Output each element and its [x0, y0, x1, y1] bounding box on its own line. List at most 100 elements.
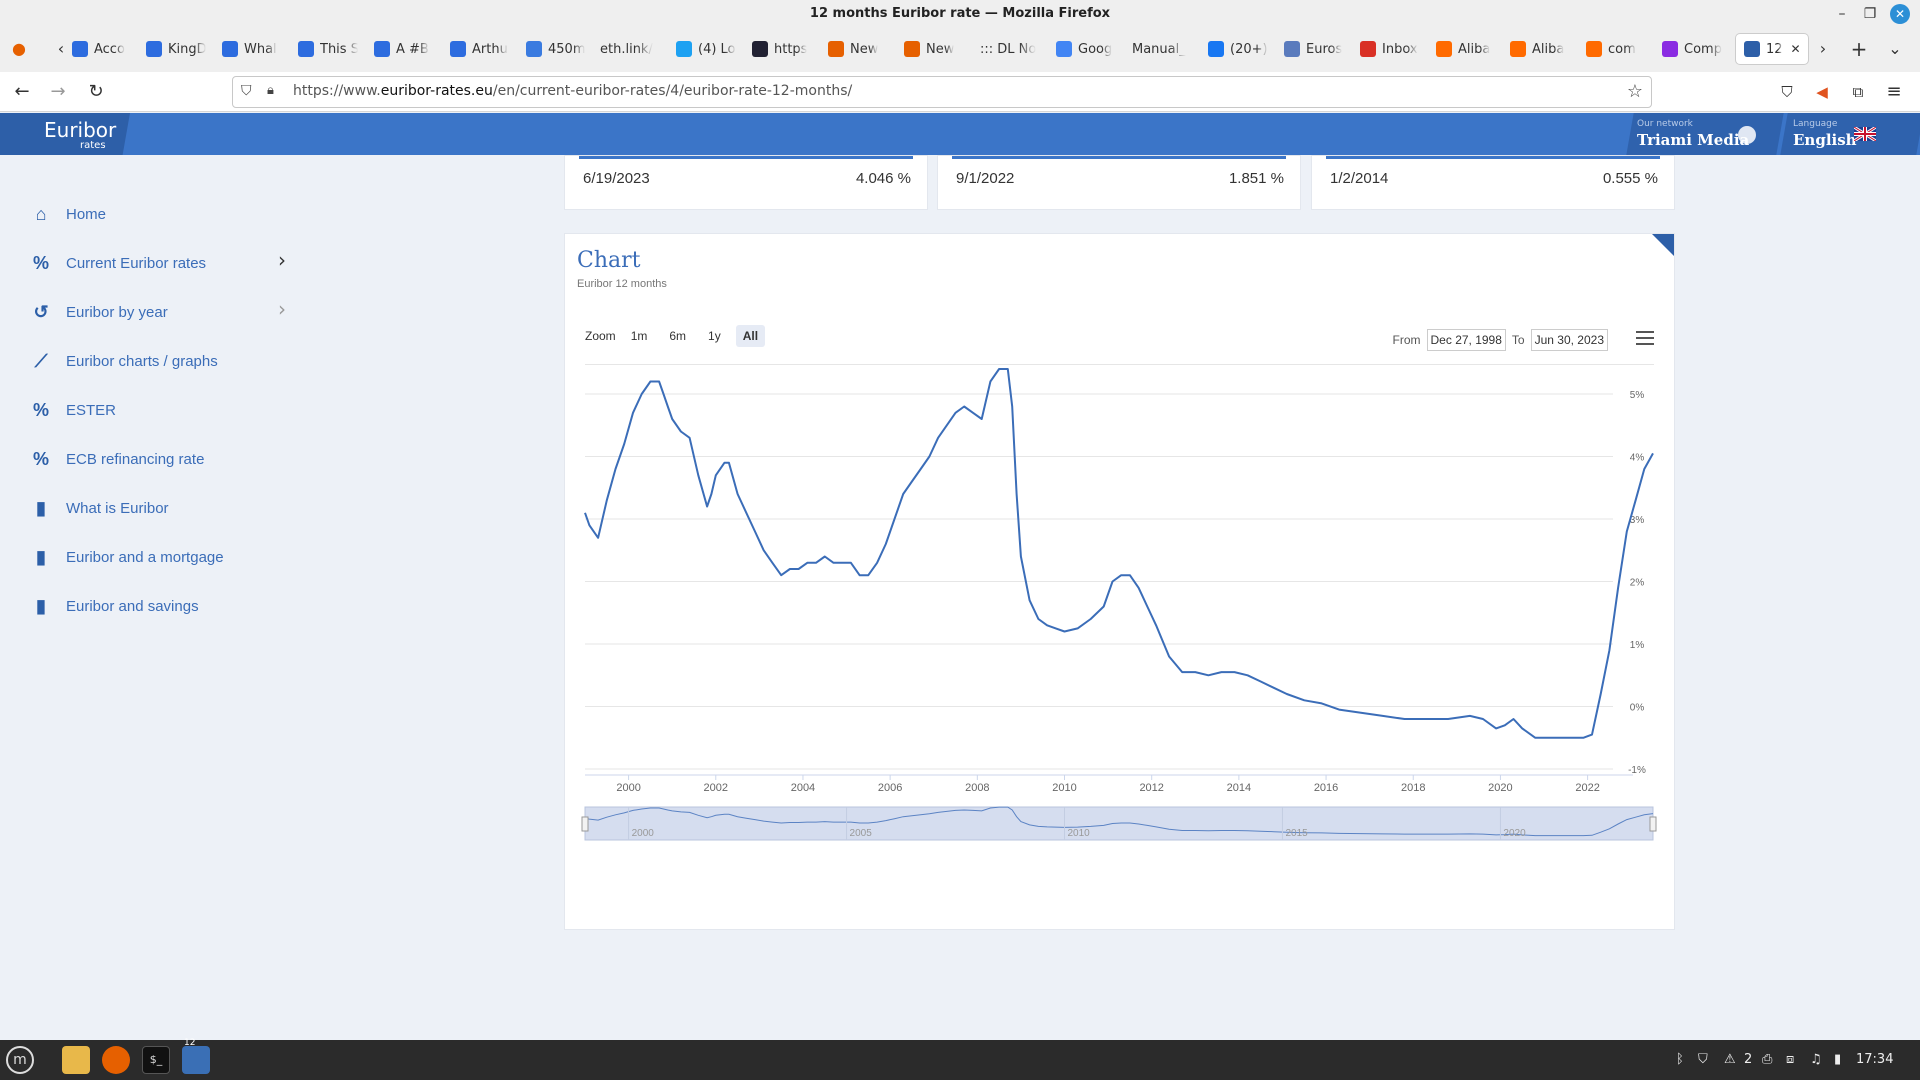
tab-13[interactable]: ::: DL No — [980, 34, 1040, 64]
clock[interactable]: 17:34 — [1856, 1052, 1894, 1067]
sidebar-item-home[interactable]: ⌂ Home — [30, 199, 106, 229]
close-window-icon[interactable]: ✕ — [1890, 4, 1910, 24]
notifications-icon[interactable]: ⚠ — [1724, 1052, 1736, 1067]
network-label: Our network — [1637, 119, 1693, 129]
text-editor-icon[interactable]: 12 — [182, 1038, 210, 1074]
triangle-icon — [752, 41, 768, 57]
site-logo[interactable]: Euribor — [44, 118, 117, 142]
shield-tray-icon[interactable]: ⛉ — [1698, 1052, 1708, 1067]
tab-22[interactable]: Comp — [1662, 34, 1722, 64]
tab-6[interactable]: Arthu — [450, 34, 510, 64]
euribor-12m-series-line[interactable] — [584, 368, 1654, 739]
to-date-input[interactable]: Jun 30, 2023 — [1530, 329, 1608, 351]
forward-icon[interactable]: → — [50, 81, 66, 102]
navigator-label: 2020 — [1503, 828, 1526, 839]
firefox-view-icon[interactable]: ● — [12, 39, 26, 58]
language-value[interactable]: English — [1793, 131, 1857, 149]
sidebar-item-label: Euribor and a mortgage — [66, 548, 224, 566]
coin-icon — [1662, 41, 1678, 57]
sidebar-item-current-euribor-rates[interactable]: % Current Euribor rates — [30, 248, 206, 278]
files-icon[interactable] — [62, 1046, 90, 1074]
sidebar-item-euribor-charts-graphs[interactable]: ⟋ Euribor charts / graphs — [30, 346, 218, 376]
bookmark-star-icon[interactable]: ☆ — [1626, 81, 1643, 102]
sidebar-item-euribor-by-year[interactable]: ↺ Euribor by year — [30, 297, 167, 327]
from-date-input[interactable]: Dec 27, 1998 — [1426, 329, 1506, 351]
tab-15[interactable]: Manual_ — [1132, 34, 1192, 64]
lock-icon[interactable]: 🔒︎ — [267, 83, 274, 98]
navigator-series-line — [584, 806, 1654, 837]
close-tab-icon[interactable]: ✕ — [1790, 42, 1801, 56]
bluetooth-icon[interactable]: ᛒ — [1676, 1052, 1684, 1067]
new-tab-icon[interactable]: + — [1850, 37, 1868, 61]
sidebar-item-label: ECB refinancing rate — [66, 450, 205, 468]
zoom-all-button[interactable]: All — [735, 325, 766, 347]
sound-icon[interactable]: ♫ — [1810, 1052, 1822, 1067]
tab-12[interactable]: New — [904, 34, 964, 64]
sidebar-item-ester[interactable]: % ESTER — [30, 395, 116, 425]
sidebar-item-ecb-refinancing-rate[interactable]: % ECB refinancing rate — [30, 444, 204, 474]
tab-14[interactable]: Goog — [1056, 34, 1116, 64]
tab-16[interactable]: (20+) — [1208, 34, 1268, 64]
tab-2[interactable]: KingD — [146, 34, 206, 64]
maximize-icon[interactable]: ❐ — [1863, 6, 1877, 22]
zoom-label: Zoom — [585, 329, 616, 343]
from-label: From — [1392, 333, 1421, 347]
tab-19[interactable]: Aliba — [1436, 34, 1496, 64]
minimize-icon[interactable]: – — [1838, 6, 1846, 22]
reload-icon[interactable]: ↻ — [88, 81, 104, 102]
sidebar-item-euribor-and-a-mortgage[interactable]: ▮ Euribor and a mortgage — [30, 542, 224, 572]
terminal-icon[interactable]: $_ — [142, 1046, 170, 1074]
document-icon: ▮ — [36, 546, 46, 567]
sidebar-item-euribor-and-savings[interactable]: ▮ Euribor and savings — [30, 591, 199, 621]
network-name[interactable]: Triami Media — [1637, 131, 1750, 149]
tab-3[interactable]: Whal — [222, 34, 282, 64]
tracking-protection-icon[interactable]: ⛉ — [241, 83, 252, 99]
list-all-tabs-icon[interactable]: ⌄ — [1888, 39, 1902, 58]
navigator-left-handle[interactable] — [581, 816, 589, 832]
pocket-icon[interactable]: ⛉ — [1781, 83, 1793, 101]
zoom-1m-button[interactable]: 1m — [630, 329, 648, 343]
chart-menu-icon[interactable] — [1636, 331, 1654, 347]
percent-icon: % — [32, 399, 49, 420]
moneycontrol-icon — [72, 41, 88, 57]
rate-value: 0.555 % — [1602, 170, 1658, 187]
tab-4[interactable]: This S — [298, 34, 358, 64]
url-bar[interactable]: ⛉ 🔒︎ https://www.euribor-rates.eu/en/cur… — [232, 76, 1652, 108]
mint-menu-icon[interactable]: m — [6, 1046, 34, 1074]
tab-5[interactable]: A #B — [374, 34, 434, 64]
tab-11[interactable]: New — [828, 34, 888, 64]
zoom-1y-button[interactable]: 1y — [708, 329, 721, 343]
x-tick-label: 2010 — [1052, 782, 1076, 794]
chevron-right-icon[interactable]: › — [278, 297, 286, 321]
battery-icon[interactable]: ▮ — [1834, 1052, 1842, 1067]
tab-label: Comp — [1684, 41, 1722, 57]
extensions-puzzle-icon[interactable]: ⧉ — [1852, 83, 1864, 101]
back-icon[interactable]: ← — [14, 81, 30, 102]
rate-date: 6/19/2023 — [583, 170, 650, 187]
app-menu-icon[interactable]: ≡ — [1886, 81, 1902, 102]
tab-17[interactable]: Euros — [1284, 34, 1344, 64]
tab-7[interactable]: 450m — [526, 34, 586, 64]
tab-23[interactable]: 12 ✕ — [1736, 34, 1808, 64]
network-icon[interactable]: ⧈ — [1786, 1052, 1795, 1067]
zoom-6m-button[interactable]: 6m — [669, 329, 687, 343]
tab-1[interactable]: Acco — [72, 34, 132, 64]
sidebar-item-what-is-euribor[interactable]: ▮ What is Euribor — [30, 493, 169, 523]
site-header: Euribor rates Our network Triami Media L… — [0, 113, 1920, 155]
extension-icon[interactable]: ◀ — [1816, 83, 1828, 101]
tab-20[interactable]: Aliba — [1510, 34, 1570, 64]
tab-8[interactable]: eth.link/ — [600, 34, 660, 64]
scroll-tabs-right-icon[interactable]: › — [1819, 39, 1827, 58]
chevron-right-icon[interactable]: › — [278, 248, 286, 272]
scroll-tabs-left-icon[interactable]: ‹ — [57, 39, 65, 58]
workspace-number[interactable]: 2 — [1744, 1052, 1753, 1067]
url-text[interactable]: https://www.euribor-rates.eu/en/current-… — [293, 83, 853, 99]
tab-18[interactable]: Inbox — [1360, 34, 1420, 64]
tab-9[interactable]: (4) Lo — [676, 34, 736, 64]
navigator-right-handle[interactable] — [1649, 816, 1657, 832]
tab-10[interactable]: https — [752, 34, 812, 64]
tab-21[interactable]: com — [1586, 34, 1646, 64]
firefox-taskbar-icon[interactable] — [102, 1046, 130, 1074]
printer-icon[interactable]: ⎙ — [1762, 1052, 1773, 1067]
kraken-icon — [146, 41, 162, 57]
